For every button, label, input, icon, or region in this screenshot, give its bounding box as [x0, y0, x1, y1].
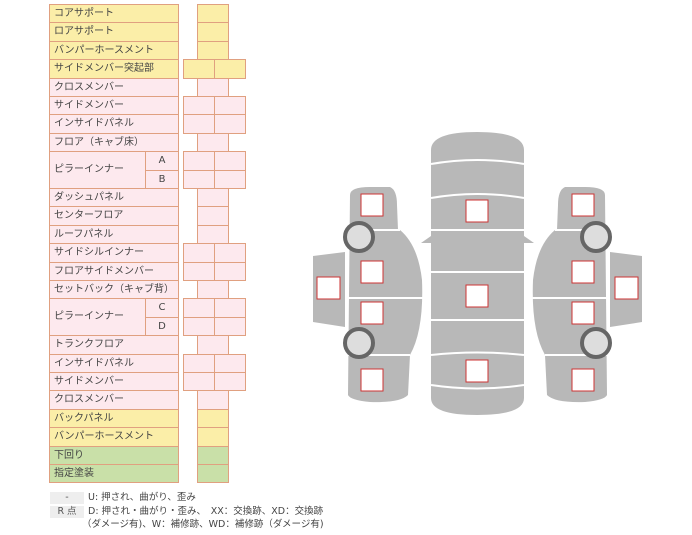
legend-key-dash: - [50, 492, 84, 504]
damage-marker [571, 301, 595, 325]
damage-marker [360, 368, 384, 392]
row-label: 指定塗装 [49, 464, 179, 484]
legend-key-r: R 点 [50, 506, 84, 518]
check-box-right[interactable] [214, 261, 246, 281]
check-box[interactable] [197, 464, 229, 484]
damage-marker [316, 276, 341, 300]
wheel-icon [580, 221, 612, 253]
legend-text-u: U: 押され、曲がり、歪み [88, 492, 196, 503]
damage-marker [465, 199, 489, 223]
damage-marker [571, 368, 595, 392]
damage-marker [360, 193, 384, 217]
damage-marker [571, 193, 595, 217]
damage-marker [465, 284, 489, 308]
wheel-icon [343, 221, 375, 253]
check-box-right[interactable] [214, 114, 246, 134]
legend-text-w: （ダメージ有)、W：補修跡、WD：補修跡（ダメージ有) [82, 519, 324, 530]
wheel-icon [343, 327, 375, 359]
check-box-right[interactable] [214, 316, 246, 337]
damage-marker [465, 359, 489, 383]
car-left-side-body [348, 187, 423, 403]
wheel-icon [580, 327, 612, 359]
damage-marker [571, 260, 595, 284]
damage-marker [360, 260, 384, 284]
check-box-right[interactable] [214, 59, 246, 79]
row-label: ピラーインナー [49, 151, 146, 189]
car-right-side-body [532, 187, 607, 403]
damage-marker [360, 301, 384, 325]
check-box-right[interactable] [214, 372, 246, 392]
car-top-body [421, 132, 534, 415]
damage-marker [614, 276, 639, 300]
check-box-right[interactable] [214, 169, 246, 189]
row-label: ピラーインナー [49, 298, 146, 337]
legend-text-d: D: 押され・曲がり・歪み、 XX：交換跡、XD：交換跡 [88, 506, 324, 517]
